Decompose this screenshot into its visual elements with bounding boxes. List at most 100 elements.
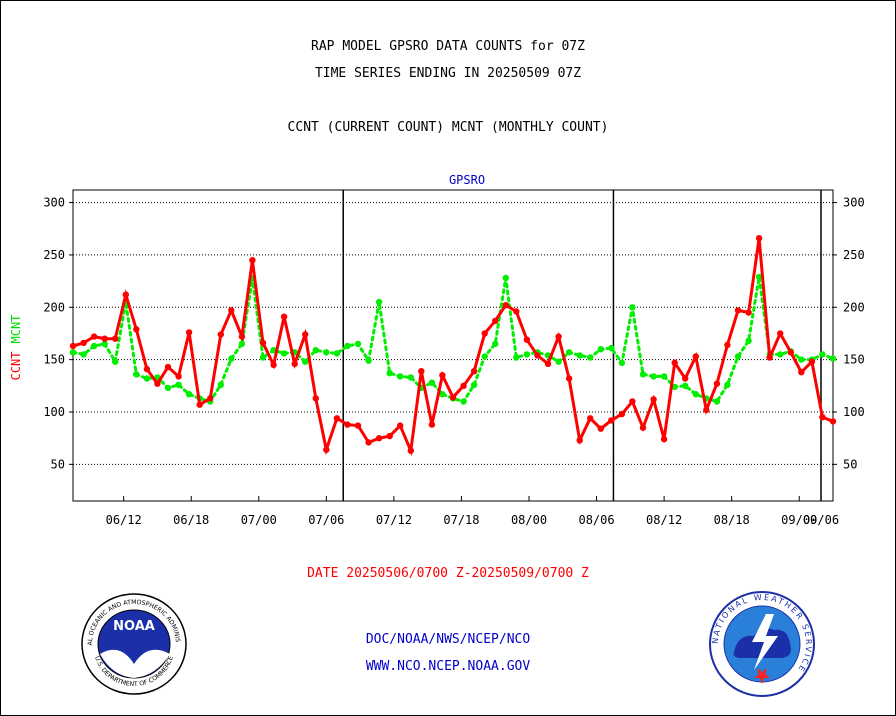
data-point-mcnt — [798, 356, 805, 363]
data-point-mcnt — [344, 342, 351, 350]
data-point-ccnt — [154, 380, 161, 387]
data-point-mcnt — [608, 344, 615, 352]
data-point-mcnt — [90, 342, 98, 350]
data-point-ccnt — [777, 330, 784, 337]
chart-subtitle: GPSRO — [449, 173, 485, 187]
data-point-mcnt — [502, 274, 509, 282]
data-point-mcnt — [80, 351, 87, 358]
data-point-ccnt — [249, 257, 256, 264]
y-tick-label-left: 300 — [43, 196, 65, 210]
y-tick-label-right: 200 — [843, 300, 865, 314]
data-point-mcnt — [618, 359, 626, 366]
org-label: DOC/NOAA/NWS/NCEP/NCO — [365, 632, 531, 647]
data-point-ccnt — [238, 333, 246, 340]
data-point-ccnt — [175, 373, 182, 380]
data-point-mcnt — [302, 358, 309, 365]
series-line-ccnt — [72, 237, 834, 457]
data-point-ccnt — [808, 358, 816, 365]
data-point-ccnt — [143, 365, 151, 373]
data-point-mcnt — [439, 391, 446, 398]
data-point-mcnt — [101, 340, 108, 348]
data-point-ccnt — [650, 396, 657, 403]
data-point-mcnt — [734, 353, 742, 360]
data-point-ccnt — [618, 410, 626, 418]
gpsro-chart: 50 50 100 100 150 150 200 200 250 250 300 300 06/12 0… — [9, 173, 865, 527]
data-point-ccnt — [703, 406, 710, 414]
data-point-mcnt — [523, 351, 531, 358]
data-point-ccnt — [333, 415, 341, 422]
data-point-mcnt — [185, 391, 193, 398]
data-point-ccnt — [386, 432, 393, 440]
data-point-ccnt — [164, 363, 172, 371]
data-point-ccnt — [724, 341, 731, 349]
data-point-ccnt — [407, 447, 414, 454]
data-point-ccnt — [470, 368, 478, 375]
data-point-mcnt — [639, 371, 647, 378]
data-point-mcnt — [470, 381, 478, 388]
data-point-mcnt — [407, 374, 414, 381]
data-point-mcnt — [259, 354, 267, 361]
data-point-mcnt — [143, 375, 151, 382]
data-point-mcnt — [217, 381, 224, 388]
data-point-mcnt — [164, 384, 172, 392]
data-point-ccnt — [734, 307, 742, 314]
chart-title-line-1: RAP MODEL GPSRO DATA COUNTS for 07Z — [311, 39, 585, 54]
data-point-ccnt — [639, 424, 647, 431]
data-point-ccnt — [829, 418, 837, 425]
y-tick-label-right: 250 — [843, 248, 865, 262]
data-point-ccnt — [365, 439, 372, 446]
data-point-ccnt — [544, 360, 552, 367]
x-tick-label: 09/06 — [803, 513, 839, 527]
data-point-mcnt — [428, 379, 436, 386]
data-point-ccnt — [449, 394, 457, 401]
x-tick-label: 07/12 — [376, 513, 412, 527]
data-point-mcnt — [354, 340, 362, 348]
data-point-ccnt — [344, 421, 351, 428]
data-point-mcnt — [175, 381, 182, 388]
data-point-mcnt — [587, 354, 594, 361]
data-point-mcnt — [69, 349, 77, 356]
noaa-logo: NOAA NATIONAL OCEANIC AND ATMOSPHERIC AD… — [80, 592, 187, 695]
data-point-mcnt — [481, 353, 488, 360]
data-point-ccnt — [354, 422, 362, 429]
data-point-mcnt — [650, 373, 657, 380]
y-tick-label-left: 200 — [43, 300, 65, 314]
data-point-ccnt — [439, 372, 446, 379]
y-axis-label: CCNT MCNT — [9, 315, 23, 381]
data-point-ccnt — [513, 308, 520, 315]
data-point-ccnt — [428, 421, 436, 428]
data-point-mcnt — [819, 351, 826, 358]
data-point-mcnt — [597, 346, 604, 353]
data-point-mcnt — [777, 351, 784, 358]
y-tick-label-right: 150 — [843, 353, 865, 367]
data-point-mcnt — [238, 340, 246, 348]
data-point-ccnt — [185, 329, 193, 336]
data-point-mcnt — [724, 381, 731, 388]
data-point-ccnt — [228, 307, 235, 314]
nws-logo: NATIONAL WEATHER SERVICE — [709, 591, 815, 697]
data-point-ccnt — [217, 331, 224, 338]
x-tick-label: 07/06 — [308, 513, 344, 527]
website-link[interactable]: WWW.NCO.NCEP.NOAA.GOV — [365, 659, 531, 674]
y-tick-label-left: 100 — [43, 405, 65, 419]
data-point-ccnt — [534, 352, 541, 359]
data-point-mcnt — [312, 347, 319, 354]
data-point-ccnt — [196, 401, 203, 408]
data-point-ccnt — [597, 425, 604, 432]
chart-title-line-2: TIME SERIES ENDING IN 20250509 07Z — [314, 66, 582, 81]
y-axis-label-mcnt: MCNT — [9, 315, 23, 344]
y-tick-label-left: 150 — [43, 353, 65, 367]
data-point-ccnt — [755, 235, 763, 242]
data-point-ccnt — [133, 326, 140, 333]
data-point-mcnt — [228, 355, 235, 362]
data-point-mcnt — [755, 273, 763, 281]
data-point-mcnt — [671, 383, 678, 391]
data-point-mcnt — [513, 354, 520, 361]
y-tick-label-left: 50 — [51, 457, 65, 471]
y-tick-label-right: 300 — [843, 196, 865, 210]
data-point-ccnt — [323, 446, 330, 453]
data-point-ccnt — [502, 302, 509, 309]
data-point-ccnt — [207, 395, 214, 402]
data-point-ccnt — [819, 414, 826, 421]
data-point-ccnt — [766, 354, 773, 361]
